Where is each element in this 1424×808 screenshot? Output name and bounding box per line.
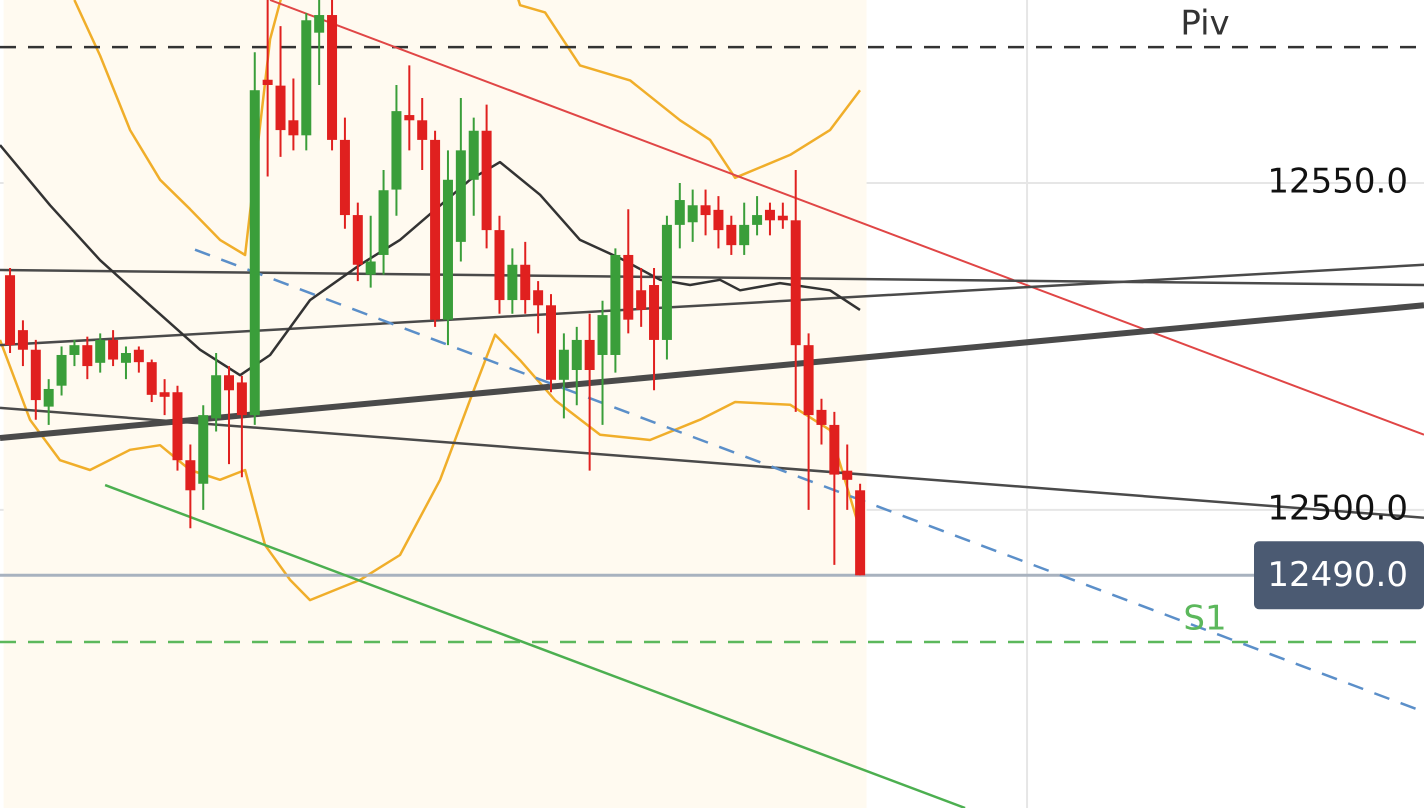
candle-body [301,20,312,136]
candle-body [597,315,608,355]
candle-body [352,215,363,265]
candle-body [546,305,557,380]
candle-body [249,90,260,416]
candle-body [558,349,569,380]
candle-body [649,285,660,340]
candle-body [700,205,711,216]
candle-body [507,264,518,301]
candle-body [739,224,750,246]
candle-body [713,209,724,231]
candle-body [30,349,41,401]
trend-line [0,406,1424,519]
candle-body [211,375,222,419]
candle-body [661,224,672,340]
candle-body [752,215,763,225]
candle-body [159,392,170,397]
y-tick-label: 12500.0 [1267,488,1408,528]
candle-body [69,345,80,355]
candle-body [391,111,402,190]
candle-body [829,424,840,475]
candle-body [417,120,428,140]
candle-body [777,215,788,221]
band-upper [73,0,861,257]
candle-body [468,130,479,180]
candle-body [185,460,196,491]
candle-body [520,264,531,301]
candle-body [5,275,16,346]
band-fill-layer [3,0,867,808]
label-layer: 12550.0 12500.0 Piv S1 12490.0 [1180,4,1424,638]
candle-body [430,139,441,320]
candle-body [224,375,235,391]
trend-line [269,0,1424,436]
candle-body [584,339,595,371]
candle-body [674,200,685,225]
candle-body [95,339,106,363]
candle-body [198,415,209,484]
candle-body [726,224,737,246]
candle-body [108,339,119,360]
band-lower [0,333,862,602]
candle-body [687,205,698,223]
moving-average [0,144,861,377]
candle-body [533,290,544,306]
candle-body [378,190,389,255]
candle-body [120,353,131,363]
trend-line [0,302,1424,441]
candle-body [790,220,801,346]
last-price-box [1254,541,1424,610]
candle-body [82,345,93,367]
candle-body [404,115,415,121]
candle-body [133,349,144,363]
level-label: Piv [1180,4,1229,44]
y-tick-label: 12550.0 [1267,162,1408,202]
candle-body [481,130,492,231]
candle-body [610,254,621,355]
band-shading [3,0,867,808]
candle-body [339,139,350,216]
candle-body [236,382,247,416]
candle-body [764,209,775,221]
candle-body [494,230,505,301]
candle-body [43,388,54,407]
candle-body [636,290,647,310]
trend-line [0,263,1424,347]
candle-body [314,15,325,33]
candle-body [365,261,376,275]
candle-body [275,85,286,131]
candle-body [816,409,827,425]
candle-body [842,470,853,480]
candle-body [172,392,183,461]
candle-body [455,150,466,242]
trend-line [104,483,966,808]
last-price-label: 12490.0 [1267,555,1408,595]
candle-body [17,330,28,350]
level-label: S1 [1183,598,1226,638]
candle-body [855,490,866,576]
candle-body [262,79,273,85]
candle-body [623,254,634,320]
candle-body [571,339,582,371]
candle-body [327,15,338,140]
candle-body [56,354,67,386]
candle-body [288,120,299,136]
trend-line [0,268,1424,287]
candle-layer [5,0,866,576]
candle-body [803,345,814,416]
candle-body [146,362,157,395]
candle-body [442,179,453,320]
